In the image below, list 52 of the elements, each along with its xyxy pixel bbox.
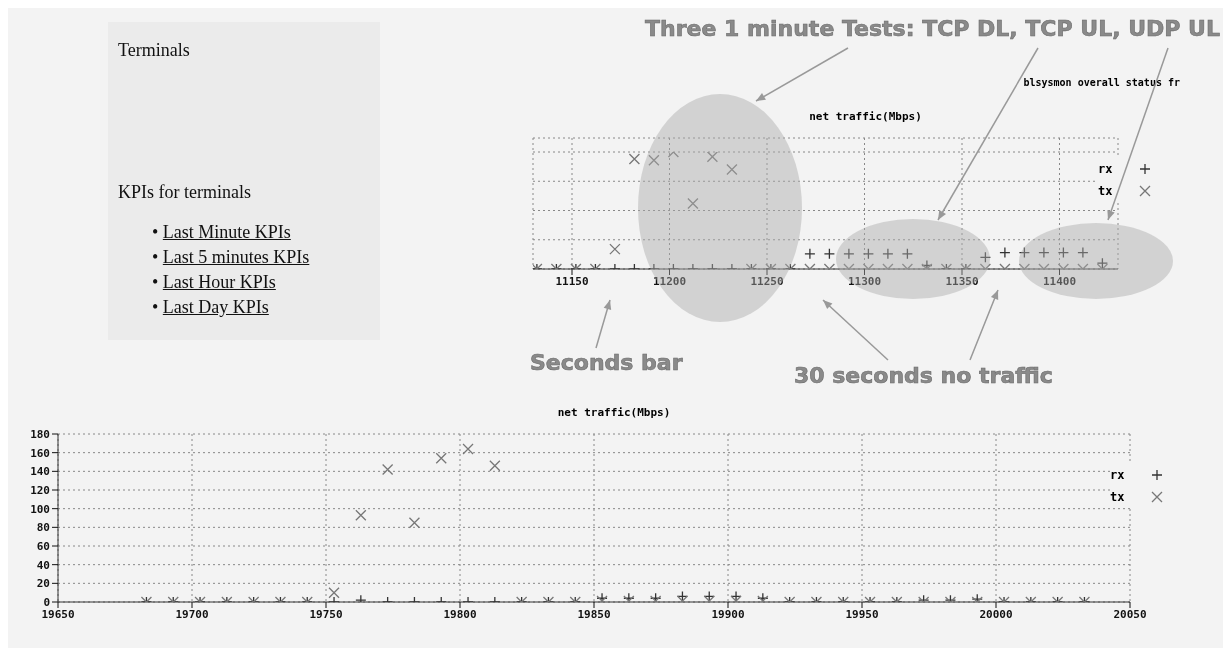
point bbox=[489, 460, 501, 472]
x-tick-label: 19700 bbox=[175, 607, 209, 621]
y-tick-label: 180 bbox=[30, 427, 50, 441]
text: Terminals bbox=[118, 40, 190, 61]
y-tick-label: 120 bbox=[30, 483, 50, 497]
text: Three 1 minute Tests: TCP DL, TCP UL, UDP UL bbox=[645, 16, 1220, 41]
y-tick-label: 40 bbox=[36, 558, 50, 572]
text: • Last Day KPIs bbox=[152, 297, 269, 317]
y-tick-label: 20 bbox=[36, 577, 50, 591]
x-tick-label: 11350 bbox=[945, 274, 979, 288]
x-tick-label: 11300 bbox=[847, 274, 882, 288]
chart-title: net traffic(Mbps) bbox=[556, 406, 672, 419]
text: Seconds bar bbox=[530, 350, 683, 375]
y-tick-label: 140 bbox=[30, 465, 50, 479]
y-tick-label: 100 bbox=[30, 502, 50, 516]
chart-title: net traffic(Mbps) bbox=[808, 110, 923, 123]
point bbox=[381, 463, 394, 476]
point bbox=[355, 509, 367, 521]
x-tick-label: 19850 bbox=[577, 607, 611, 621]
x-tick-label: 19900 bbox=[711, 607, 745, 621]
x-tick-label: 11250 bbox=[750, 274, 784, 288]
y-tick-label: 0 bbox=[43, 595, 50, 609]
text: • Last Hour KPIs bbox=[152, 272, 276, 292]
x-tick-label: 20000 bbox=[979, 607, 1013, 621]
legend-label: rx bbox=[1098, 162, 1114, 176]
x-tick-label: 11150 bbox=[555, 274, 589, 288]
x-tick-label: 19650 bbox=[41, 607, 75, 621]
y-tick-label: 160 bbox=[30, 446, 50, 460]
x-tick-label: 19950 bbox=[845, 607, 879, 621]
legend-label: tx bbox=[1098, 184, 1114, 198]
x-tick-label: 20050 bbox=[1113, 607, 1147, 621]
point bbox=[628, 153, 641, 165]
x-tick-label: 19750 bbox=[309, 607, 343, 621]
text: KPIs for terminals bbox=[118, 182, 251, 203]
point bbox=[408, 517, 421, 529]
text: • Last Minute KPIs bbox=[152, 222, 291, 242]
point bbox=[462, 443, 474, 455]
text: • Last 5 minutes KPIs bbox=[152, 247, 310, 267]
y-tick-label: 80 bbox=[36, 521, 50, 535]
text: blsysmon overall status fr bbox=[1023, 77, 1180, 88]
legend-label: rx bbox=[1110, 468, 1126, 482]
point bbox=[726, 163, 738, 176]
x-tick-label: 19800 bbox=[443, 607, 477, 621]
legend-label: tx bbox=[1110, 490, 1126, 504]
x-tick-label: 11200 bbox=[652, 274, 687, 288]
x-tick-label: 11400 bbox=[1042, 274, 1077, 288]
point bbox=[435, 452, 447, 464]
point bbox=[687, 197, 699, 210]
text: 30 seconds no traffic bbox=[794, 363, 1053, 388]
point bbox=[648, 154, 660, 166]
y-tick-label: 60 bbox=[36, 539, 50, 553]
point bbox=[706, 152, 719, 163]
